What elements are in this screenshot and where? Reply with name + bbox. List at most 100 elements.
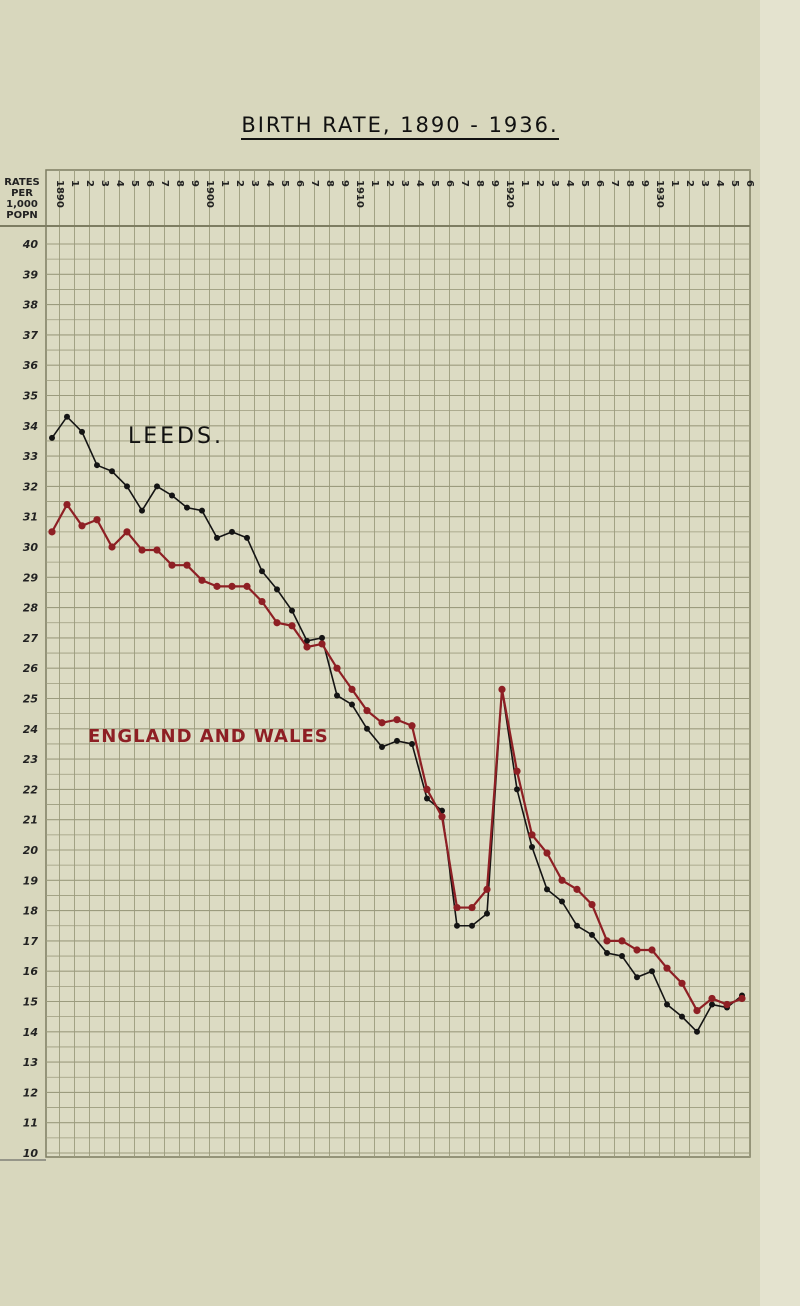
leeds-point	[349, 701, 355, 708]
x-tick-label: 9	[489, 180, 500, 187]
england-wales-point	[588, 900, 596, 909]
england-wales-point	[108, 543, 116, 551]
leeds-point	[334, 692, 340, 699]
x-tick-label: 5	[129, 180, 140, 187]
x-tick-label: 1	[519, 180, 530, 187]
england-wales-point	[468, 903, 476, 912]
x-tick-label: 3	[549, 180, 560, 187]
x-tick-label: 5	[579, 180, 590, 187]
leeds-point	[619, 953, 625, 960]
x-tick-label: 7	[609, 180, 620, 187]
england-wales-point	[63, 500, 71, 509]
y-tick-label: 15	[23, 996, 39, 1009]
x-tick-label: 4	[414, 180, 425, 187]
x-tick-label: 4	[714, 180, 725, 187]
chart-title-text: BIRTH RATE, 1890 - 1936.	[241, 113, 559, 140]
leeds-point	[694, 1028, 700, 1035]
y-tick-label: 22	[23, 783, 39, 796]
leeds-point	[244, 534, 250, 541]
x-tick-label: 5	[429, 180, 440, 187]
leeds-point	[469, 922, 475, 929]
leeds-point	[364, 725, 370, 732]
x-tick-label: 1930	[654, 180, 665, 208]
x-tick-label: 1	[669, 180, 680, 187]
england-wales-point	[453, 903, 461, 912]
england-wales-point	[393, 716, 401, 724]
y-tick-label: 20	[23, 844, 39, 857]
leeds-point	[64, 413, 70, 420]
y-tick-label: 37	[23, 329, 39, 342]
y-tick-label: 19	[23, 874, 39, 887]
england-wales-point	[243, 582, 251, 590]
england-wales-point	[318, 640, 326, 648]
x-tick-label: 1900	[204, 180, 215, 208]
england-wales-point	[138, 546, 146, 554]
england-wales-point	[498, 685, 506, 694]
x-tick-label: 1	[219, 180, 230, 187]
england-wales-point	[48, 528, 56, 536]
x-tick-label: 6	[594, 180, 605, 187]
y-tick-label: 26	[23, 662, 39, 675]
england-wales-point	[273, 619, 281, 627]
england-wales-point	[333, 664, 341, 672]
leeds-point	[484, 910, 490, 917]
y-tick-label: 31	[23, 511, 38, 524]
england-wales-point	[603, 937, 611, 945]
y-tick-label: 32	[23, 480, 39, 493]
leeds-point	[454, 922, 460, 929]
x-tick-label: 8	[474, 180, 485, 187]
x-tick-label: 2	[384, 180, 395, 187]
england-wales-point	[483, 885, 491, 893]
x-tick-label: 4	[114, 180, 125, 187]
leeds-point	[409, 740, 415, 747]
leeds-point	[544, 886, 550, 893]
england-wales-point	[228, 582, 236, 590]
leeds-point	[49, 434, 55, 441]
england-wales-point	[678, 979, 686, 987]
x-tick-label: 7	[459, 180, 470, 187]
england-wales-point	[198, 576, 206, 584]
x-tick-label: 3	[699, 180, 710, 187]
x-tick-label: 2	[84, 180, 95, 187]
england-wales-point	[558, 876, 566, 884]
y-tick-label: 27	[23, 632, 39, 645]
y-tick-label: 14	[23, 1026, 38, 1039]
y-tick-label: 21	[23, 814, 38, 827]
x-tick-label: 8	[174, 180, 185, 187]
y-axis-title-line: RATES	[4, 177, 40, 188]
leeds-point	[289, 607, 295, 614]
england-wales-point	[438, 813, 446, 821]
england-wales-point	[693, 1006, 701, 1015]
england-wales-point	[618, 937, 626, 945]
y-tick-label: 29	[23, 571, 39, 584]
leeds-point	[124, 483, 130, 490]
y-tick-label: 30	[23, 541, 39, 554]
y-axis-title-line: 1,000	[6, 199, 38, 210]
x-tick-label: 8	[624, 180, 635, 187]
leeds-point	[274, 586, 280, 593]
england-wales-point	[708, 994, 716, 1003]
leeds-point	[709, 1001, 715, 1008]
series-lines	[48, 413, 746, 1035]
x-tick-label: 3	[249, 180, 260, 187]
x-tick-label: 6	[444, 180, 455, 187]
england-wales-point	[153, 546, 161, 554]
leeds-point	[679, 1013, 685, 1020]
x-tick-label: 7	[309, 180, 320, 187]
england-wales-point	[663, 964, 671, 972]
england-wales-point	[258, 597, 266, 606]
y-tick-label: 23	[23, 753, 39, 766]
y-tick-label: 40	[22, 238, 39, 251]
england-wales-point	[288, 622, 296, 630]
y-axis-title-line: POPN	[6, 210, 38, 221]
leeds-point	[634, 974, 640, 981]
x-ticks: 1890 1 2 3 4 5 6 7 8 9 1900 1 2 3 4 5 6 7 8 9 1910 1 2 3 4 5 6 7 8 9 1…	[54, 180, 755, 208]
england-wales-point	[408, 722, 416, 730]
leeds-point	[514, 786, 520, 793]
leeds-point	[79, 428, 85, 435]
x-tick-label: 6	[144, 180, 155, 187]
leeds-point	[529, 843, 535, 850]
leeds-point	[184, 504, 190, 511]
leeds-point	[94, 462, 100, 469]
